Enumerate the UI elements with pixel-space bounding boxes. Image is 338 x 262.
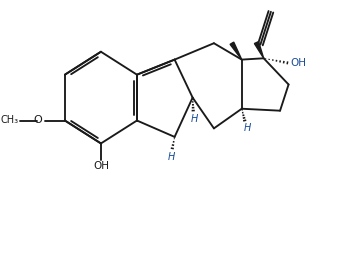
Text: OH: OH (93, 161, 109, 171)
Text: OH: OH (291, 58, 307, 68)
Text: CH₃: CH₃ (1, 115, 19, 125)
Polygon shape (230, 42, 242, 60)
Text: O: O (33, 115, 42, 125)
Polygon shape (255, 42, 264, 58)
Text: H: H (244, 123, 251, 133)
Text: H: H (190, 113, 198, 124)
Text: H: H (168, 151, 175, 162)
